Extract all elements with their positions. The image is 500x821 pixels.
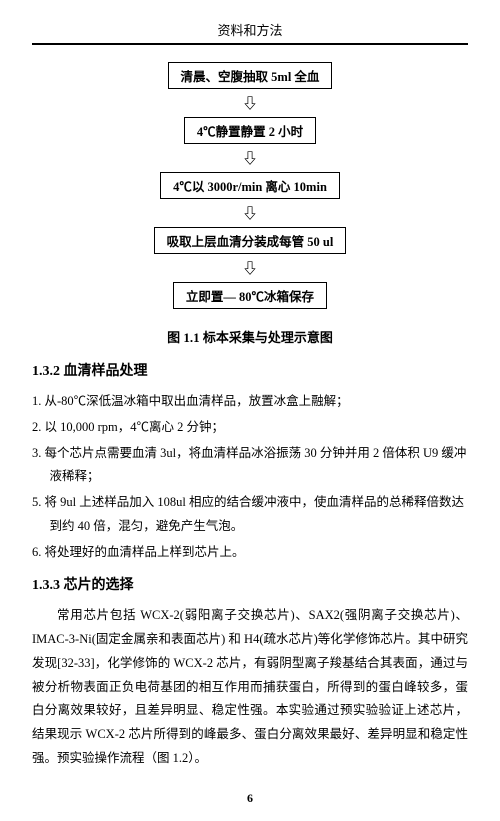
- list-item: 3. 每个芯片点需要血清 3ul，将血清样品冰浴振荡 30 分钟并用 2 倍体积…: [32, 442, 468, 490]
- flow-step-5: 立即置— 80℃冰箱保存: [173, 282, 327, 309]
- section-heading-1-3-2: 1.3.2 血清样品处理: [32, 360, 468, 380]
- page-number: 6: [32, 791, 468, 806]
- flow-step-3: 4℃以 3000r/min 离心 10min: [160, 172, 340, 199]
- page: 资料和方法 清晨、空腹抽取 5ml 全血 4℃静置静置 2 小时 4℃以 300…: [0, 0, 500, 821]
- running-header: 资料和方法: [32, 20, 468, 39]
- list-item: 5. 将 9ul 上述样品加入 108ul 相应的结合缓冲液中，使血清样品的总稀…: [32, 491, 468, 539]
- figure-caption: 图 1.1 标本采集与处理示意图: [32, 327, 468, 346]
- flow-step-2: 4℃静置静置 2 小时: [184, 117, 316, 144]
- list-item: 1. 从-80℃深低温冰箱中取出血清样品，放置冰盒上融解；: [32, 390, 468, 414]
- flow-arrow-icon: [243, 92, 257, 114]
- flow-step-1: 清晨、空腹抽取 5ml 全血: [168, 62, 333, 89]
- flow-step-4: 吸取上层血清分装成每管 50 ul: [154, 227, 347, 254]
- list-item: 6. 将处理好的血清样品上样到芯片上。: [32, 541, 468, 565]
- flow-arrow-icon: [243, 202, 257, 224]
- flow-arrow-icon: [243, 147, 257, 169]
- header-rule: [32, 43, 468, 45]
- list-item: 2. 以 10,000 rpm，4℃离心 2 分钟；: [32, 416, 468, 440]
- section-heading-1-3-3: 1.3.3 芯片的选择: [32, 574, 468, 594]
- body-paragraph: 常用芯片包括 WCX-2(弱阳离子交换芯片)、SAX2(强阴离子交换芯片)、IM…: [32, 604, 468, 770]
- procedure-list: 1. 从-80℃深低温冰箱中取出血清样品，放置冰盒上融解； 2. 以 10,00…: [32, 390, 468, 564]
- flow-arrow-icon: [243, 257, 257, 279]
- flowchart: 清晨、空腹抽取 5ml 全血 4℃静置静置 2 小时 4℃以 3000r/min…: [32, 60, 468, 311]
